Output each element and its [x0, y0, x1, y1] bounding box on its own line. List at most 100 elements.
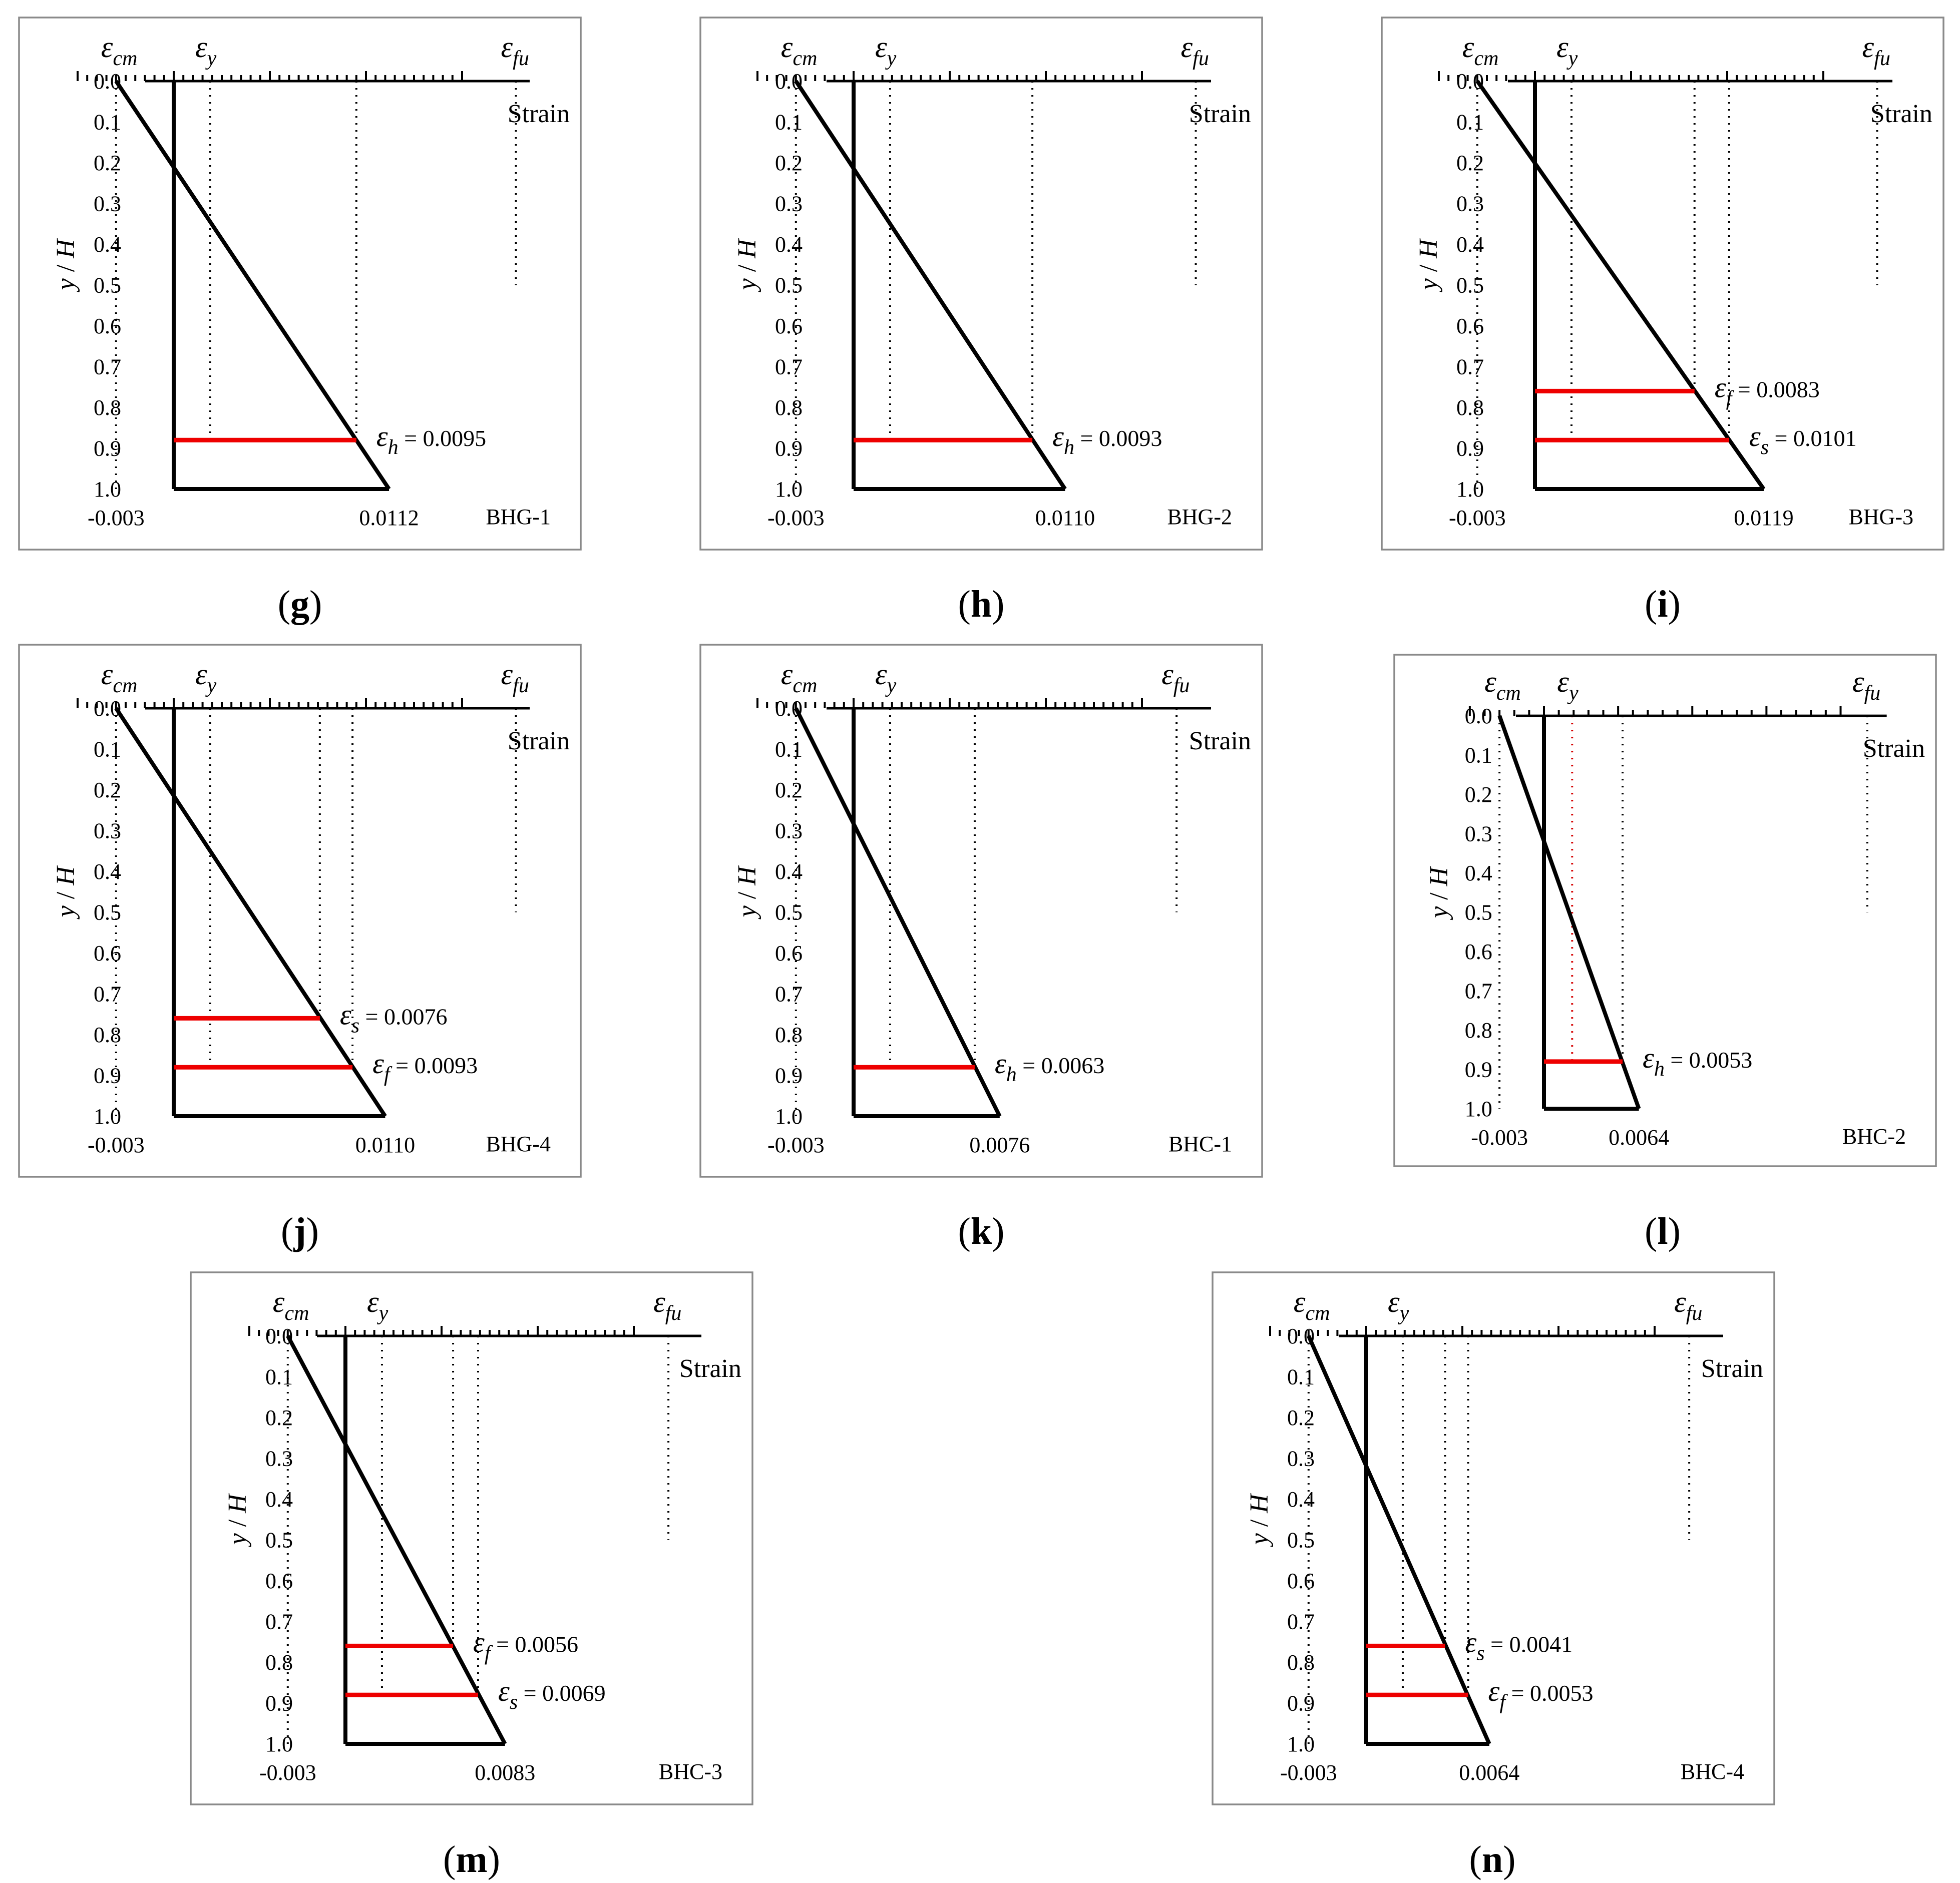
- panel-m-highlight-label: εs = 0.0069: [498, 1675, 606, 1714]
- panel-l-y-tick-label: 0.7: [1465, 979, 1492, 1004]
- panel-h-y-tick-label: 0.8: [775, 395, 803, 420]
- panel-m-highlight-symbol: ε: [473, 1626, 485, 1658]
- panel-i-top-symbol: εcm: [1462, 31, 1499, 70]
- panel-h-specimen-label: BHG-2: [1167, 505, 1232, 529]
- panel-h-y-tick-label: 1.0: [775, 477, 803, 502]
- panel-n-y-tick-label: 0.6: [1287, 1569, 1315, 1593]
- panel-k-top-symbol-subscript: y: [885, 674, 897, 697]
- panel-g: 0.00.10.20.30.40.50.60.70.80.91.0y / HSt…: [18, 17, 582, 551]
- panel-j: 0.00.10.20.30.40.50.60.70.80.91.0y / HSt…: [18, 644, 582, 1178]
- panel-l-top-symbol-symbol: ε: [1484, 665, 1496, 698]
- panel-k-highlight-subscript: h: [1006, 1063, 1017, 1086]
- panel-m-y-tick-label: 0.9: [265, 1691, 293, 1716]
- panel-k-top-symbol-subscript: cm: [793, 674, 817, 697]
- panel-h-y-tick-label: 0.4: [775, 232, 803, 257]
- panel-m-y-axis-sep: /: [223, 1513, 252, 1533]
- panel-j-top-symbol-symbol: ε: [101, 658, 113, 691]
- panel-i-top-symbol-symbol: ε: [1462, 31, 1474, 64]
- panel-h: 0.00.10.20.30.40.50.60.70.80.91.0y / HSt…: [699, 17, 1263, 551]
- panel-l-y-tick-label: 1.0: [1465, 1097, 1492, 1121]
- panel-m-top-symbol-symbol: ε: [653, 1285, 665, 1318]
- panel-h-highlight-symbol: ε: [1052, 420, 1064, 452]
- panel-g-top-symbol-subscript: cm: [113, 47, 137, 70]
- panel-j-top-symbol: εy: [195, 658, 217, 697]
- panel-l-highlight-symbol: ε: [1643, 1042, 1654, 1074]
- panel-n-y-axis-label: y / H: [1245, 1493, 1274, 1548]
- panel-i-highlight-symbol: ε: [1715, 371, 1726, 403]
- panel-h-top-symbol-symbol: ε: [875, 31, 887, 64]
- panel-j-top-symbol-symbol: ε: [195, 658, 207, 691]
- panel-i-caption: (i): [1645, 583, 1681, 625]
- panel-h-caption-letter: h: [971, 583, 992, 625]
- panel-g-caption-letter: g: [290, 583, 309, 625]
- panel-h-y-tick-label: 0.7: [775, 355, 803, 379]
- panel-h-y-axis-label: y / H: [733, 238, 761, 293]
- panel-m-top-symbol-subscript: y: [377, 1302, 388, 1325]
- panel-h-y-axis-var: y: [733, 278, 761, 292]
- panel-g-caption-open: (: [278, 583, 290, 625]
- panel-g-x-axis-label: Strain: [508, 100, 570, 128]
- panel-i-caption-close: ): [1668, 583, 1681, 625]
- panel-g-caption: (g): [278, 583, 322, 625]
- panel-g-top-symbol-subscript: y: [205, 47, 217, 70]
- panel-k-y-tick-label: 0.5: [775, 900, 803, 925]
- panel-m-specimen-label: BHC-3: [659, 1759, 722, 1784]
- panel-g-bottom-value-label: -0.003: [88, 506, 145, 530]
- panel-j-top-symbol-subscript: cm: [113, 674, 137, 697]
- panel-g-y-tick-label: 0.2: [94, 151, 121, 175]
- panel-n-y-tick-label: 0.8: [1287, 1650, 1315, 1675]
- panel-j-y-tick-label: 0.3: [94, 819, 121, 843]
- panel-l-x-axis-label: Strain: [1863, 734, 1925, 763]
- panel-m-top-symbol: εfu: [653, 1285, 681, 1325]
- panel-h-top-symbol-symbol: ε: [781, 31, 793, 64]
- panel-m: 0.00.10.20.30.40.50.60.70.80.91.0y / HSt…: [190, 1271, 753, 1805]
- panel-h-top-symbol-subscript: fu: [1193, 47, 1209, 70]
- panel-i-y-tick-label: 0.4: [1456, 232, 1484, 257]
- panel-j-highlight-symbol: ε: [372, 1047, 384, 1080]
- panel-k: 0.00.10.20.30.40.50.60.70.80.91.0y / HSt…: [699, 644, 1263, 1178]
- panel-m-top-symbol-subscript: fu: [665, 1302, 682, 1325]
- panel-m-y-tick-label: 1.0: [265, 1732, 293, 1756]
- panel-l-y-axis-var: y: [1425, 906, 1453, 920]
- panel-n-y-tick-label: 0.2: [1287, 1405, 1315, 1430]
- panel-m-caption-close: ): [488, 1838, 500, 1880]
- panel-l-strain-profile-line: [1497, 715, 1641, 1110]
- panel-g-top-symbol-symbol: ε: [101, 31, 113, 64]
- panel-g-top-symbol-symbol: ε: [195, 31, 207, 64]
- panel-h-y-tick-label: 0.3: [775, 192, 803, 216]
- panel-j-caption: (j): [281, 1210, 319, 1252]
- panel-l-top-symbol-symbol: ε: [1557, 665, 1569, 698]
- panel-g-y-tick-label: 0.4: [94, 232, 121, 257]
- panel-k-x-axis-label: Strain: [1189, 727, 1251, 755]
- panel-n-caption-letter: n: [1482, 1838, 1503, 1880]
- panel-h-y-axis-sep: /: [733, 258, 761, 278]
- panel-i: 0.00.10.20.30.40.50.60.70.80.91.0y / HSt…: [1381, 17, 1944, 551]
- panel-l-top-symbol-symbol: ε: [1852, 665, 1864, 698]
- panel-i-highlight-label: εs = 0.0101: [1749, 420, 1857, 459]
- panel-h-y-tick-label: 0.2: [775, 151, 803, 175]
- panel-i-y-tick-label: 0.9: [1456, 436, 1484, 461]
- panel-h-y-axis-h: H: [733, 238, 761, 259]
- panel-n-highlight-value: = 0.0053: [1505, 1680, 1593, 1706]
- panel-n-caption-open: (: [1469, 1838, 1482, 1880]
- panel-i-highlight-symbol: ε: [1749, 420, 1761, 452]
- panel-m-caption-open: (: [443, 1838, 456, 1880]
- panel-g-y-tick-label: 1.0: [94, 477, 121, 502]
- panel-m-top-symbol: εy: [367, 1285, 388, 1325]
- panel-i-y-tick-label: 0.7: [1456, 355, 1484, 379]
- panel-h-top-symbol: εy: [875, 31, 897, 70]
- panel-n-y-axis-h: H: [1245, 1493, 1274, 1514]
- panel-l-y-axis-label: y / H: [1425, 866, 1453, 920]
- panel-n-highlight-value: = 0.0041: [1485, 1631, 1573, 1657]
- panel-n: 0.00.10.20.30.40.50.60.70.80.91.0y / HSt…: [1212, 1271, 1775, 1805]
- panel-j-y-axis-var: y: [52, 905, 80, 919]
- panel-j-y-tick-label: 0.8: [94, 1023, 121, 1047]
- panel-n-top-symbol: εfu: [1674, 1285, 1702, 1325]
- panel-g-y-tick-label: 0.3: [94, 192, 121, 216]
- panel-m-strain-profile-line: [286, 1335, 507, 1745]
- panel-i-y-tick-label: 0.5: [1456, 273, 1484, 298]
- panel-m-y-tick-label: 0.5: [265, 1528, 293, 1553]
- panel-i-strain-profile-line: [1475, 80, 1766, 491]
- panel-i-specimen-label: BHG-3: [1848, 505, 1913, 529]
- panel-n-strain-profile-line: [1307, 1335, 1491, 1745]
